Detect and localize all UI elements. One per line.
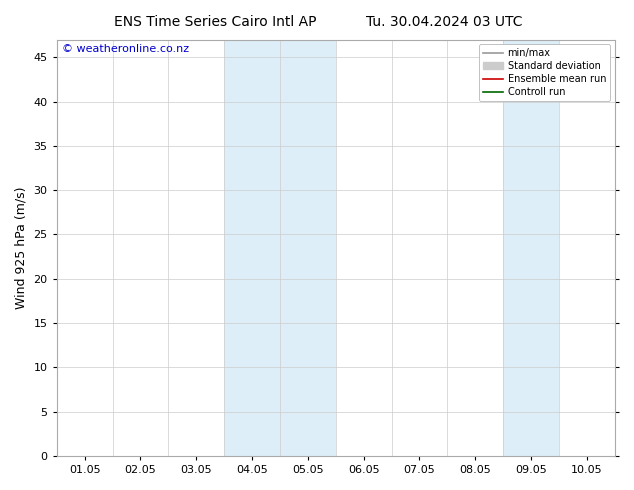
Text: ENS Time Series Cairo Intl AP: ENS Time Series Cairo Intl AP	[114, 15, 317, 29]
Text: Tu. 30.04.2024 03 UTC: Tu. 30.04.2024 03 UTC	[366, 15, 522, 29]
Bar	[280, 40, 336, 456]
Legend: min/max, Standard deviation, Ensemble mean run, Controll run: min/max, Standard deviation, Ensemble me…	[479, 45, 610, 101]
Text: © weatheronline.co.nz: © weatheronline.co.nz	[62, 44, 190, 54]
Bar	[224, 40, 280, 456]
Y-axis label: Wind 925 hPa (m/s): Wind 925 hPa (m/s)	[15, 187, 28, 309]
Bar	[503, 40, 559, 456]
